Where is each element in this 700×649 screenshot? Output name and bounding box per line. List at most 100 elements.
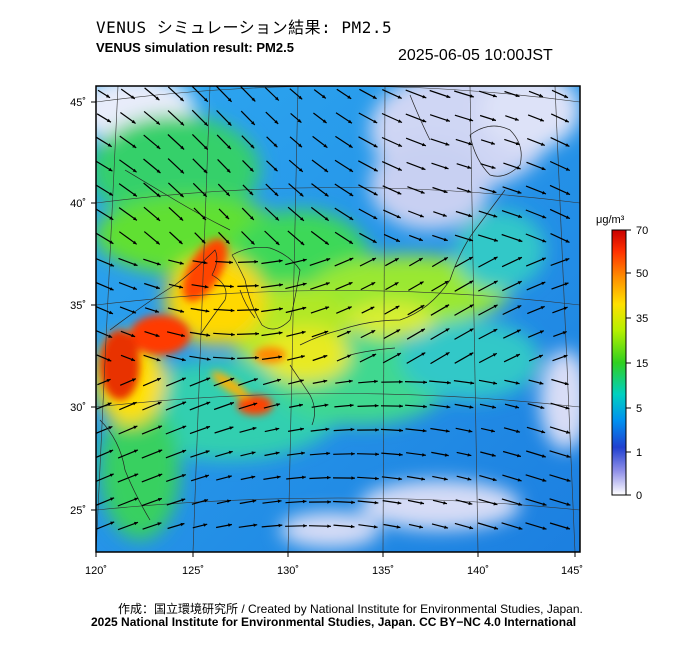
wind-arrow-head [206,426,210,430]
wind-arrow-head [155,333,160,337]
wind-arrow-head [396,525,401,529]
wind-arrow-head [279,283,283,287]
wind-arrow-shaft [380,428,404,432]
wind-arrow-head [300,217,304,221]
wind-arrow-shaft [405,89,427,99]
lon-tick-label: 135˚ [372,565,394,577]
wind-arrow-head [398,477,403,481]
wind-arrow-head [131,357,135,361]
wind-arrow-head [492,353,497,357]
wind-arrow-head [518,238,523,242]
wind-arrow-head [179,285,183,289]
wind-arrow-head [515,381,520,385]
wind-arrow-head [420,190,425,194]
wind-arrow-shaft [236,333,260,335]
wind-arrow-head [422,95,427,99]
wind-arrow-head [540,142,545,146]
wind-arrow-head [373,168,378,172]
colorbar-tick-label: 35 [636,313,648,325]
wind-arrow-head [158,449,163,453]
wind-arrow-shaft [308,525,332,527]
lat-tick-label: 45˚ [70,97,86,109]
wind-arrow-head [515,354,520,358]
wind-arrow-head [516,166,521,170]
wind-arrow-head [254,284,259,288]
wind-arrow-head [421,142,426,147]
wind-arrow-shaft [310,230,330,246]
wind-arrow-head [518,214,522,218]
wind-arrow-head [275,451,280,455]
wind-arrow-shaft [454,304,474,316]
wind-arrow-shaft [189,377,211,387]
lon-tick-label: 145˚ [561,565,583,577]
wind-arrow-head [351,476,355,480]
wind-arrow-head [206,333,211,337]
wind-arrow-head [348,119,352,124]
wind-arrow-head [109,449,114,454]
wind-arrow-head [252,499,257,503]
wind-arrow-head [107,358,112,362]
wind-arrow-head [181,498,186,502]
wind-arrow-head [299,379,304,383]
wind-arrow-head [564,119,569,123]
wind-arrow-head [565,239,570,243]
wind-arrow-shaft [404,381,428,383]
wind-arrow-head [229,260,233,265]
wind-arrow-head [348,379,353,383]
wind-arrow-head [419,281,424,285]
wind-arrow-head [299,192,304,197]
wind-arrow-head [541,257,546,261]
wind-arrow-head [131,378,136,382]
wind-arrow-head [467,165,472,169]
wind-arrow-head [132,144,137,148]
wind-arrow-shaft [334,207,354,221]
wind-arrow-head [370,306,375,310]
wind-arrow-head [491,453,496,457]
wind-arrow-shaft [165,425,187,435]
wind-arrow-head [157,401,162,405]
wind-arrow-head [422,119,427,123]
wind-arrow-head [446,94,451,98]
wind-arrow-head [492,94,497,98]
wind-arrow-head [539,381,544,385]
wind-arrow-head [273,143,278,148]
wind-arrow-head [182,401,187,405]
wind-arrow-head [397,501,402,505]
colorbar-scale [611,229,627,496]
wind-arrow-head [180,121,184,126]
wind-arrow-head [563,354,568,359]
wind-arrow-shaft [141,449,163,459]
wind-arrow-head [372,258,376,262]
wind-arrow-head [467,477,472,481]
lat-tick-label: 35˚ [70,300,86,312]
wind-arrow-head [230,308,235,313]
wind-arrow-shaft [96,232,114,245]
wind-arrow-head [202,192,207,197]
wind-arrow-head [494,526,498,530]
wind-arrow-head [375,428,379,432]
wind-arrow-shaft [237,309,259,311]
wind-arrow-head [445,304,450,308]
wind-arrow-head [540,405,545,409]
wind-arrow-head [181,377,186,381]
wind-arrow-head [514,117,519,121]
wind-arrow-head [156,193,161,197]
wind-arrow-head [515,93,520,97]
wind-arrow-head [110,521,115,525]
wind-arrow-head [133,425,138,430]
wind-arrow-head [372,354,377,358]
wind-arrow-head [109,473,114,477]
wind-arrow-shaft [285,282,307,290]
wind-arrow-head [564,282,569,286]
wind-arrow-head [444,281,449,285]
wind-arrow-head [492,405,496,409]
wind-arrow-head [373,143,378,148]
wind-arrow-shaft [213,377,235,387]
wind-arrow-head [225,239,230,244]
wind-arrow-head [371,330,376,334]
wind-arrow-head [274,192,279,196]
wind-arrow-head [108,167,113,172]
wind-arrow-head [444,525,448,529]
wind-arrow-head [565,143,570,147]
wind-arrow-head [324,168,328,172]
